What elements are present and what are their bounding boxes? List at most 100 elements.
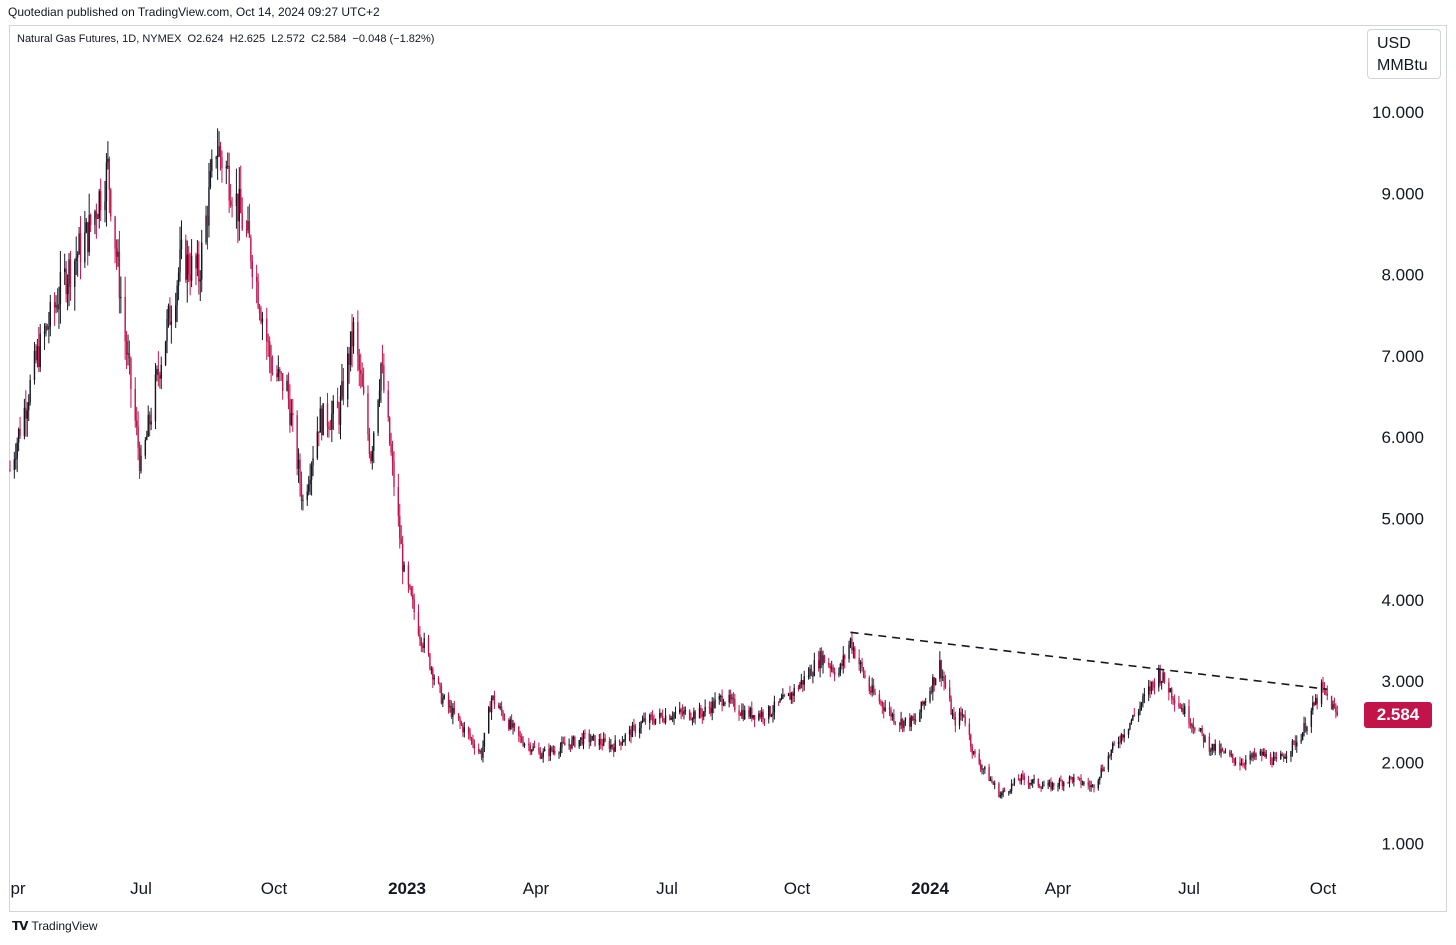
candle-body (1320, 682, 1323, 705)
candle-body (328, 426, 330, 430)
candle-body (88, 214, 90, 253)
candle-body (568, 744, 570, 746)
candle-body (97, 217, 99, 219)
candle-body (1271, 762, 1273, 765)
unit-measure: MMBtu (1377, 57, 1428, 74)
candle-body (664, 715, 667, 723)
candle-body (251, 261, 254, 277)
candle-body (156, 368, 158, 375)
candle-body (539, 750, 542, 759)
legend-high: H2.625 (229, 33, 266, 45)
candle-body (130, 358, 132, 389)
x-tick-label: 2023 (388, 879, 426, 898)
candle-body (79, 233, 82, 263)
candle-body (934, 678, 937, 686)
candle-body (235, 193, 238, 206)
tradingview-logo[interactable]: 𝗧𝗩 TradingView (12, 919, 98, 933)
candle-body (342, 380, 345, 400)
candle-body (893, 713, 895, 723)
candle-body (215, 157, 217, 159)
candle-body (944, 681, 947, 688)
candle-body (1137, 711, 1140, 716)
candle-body (1191, 724, 1193, 726)
candle-body (59, 272, 62, 305)
candle-body (360, 370, 362, 374)
candle-body (1130, 720, 1133, 723)
candle-body (800, 680, 803, 685)
candle-body (410, 587, 412, 596)
candle-body (919, 712, 921, 722)
candle-body (1127, 728, 1130, 735)
candle-body (631, 725, 634, 738)
candle-body (433, 677, 435, 680)
candle-body (870, 691, 872, 693)
candle-body (380, 363, 382, 391)
candle-body (649, 714, 651, 723)
candle-body (714, 699, 716, 708)
candle-body (228, 165, 230, 201)
legend-symbol: Natural Gas Futures, 1D, NYMEX (17, 33, 182, 45)
candle-body (911, 716, 914, 720)
candle-body (590, 740, 592, 743)
candle-body (924, 701, 927, 703)
candle-body (1245, 759, 1247, 765)
candle-body (823, 655, 826, 663)
candle-body (1087, 782, 1089, 786)
candle-body (237, 193, 239, 222)
candle-body (169, 305, 171, 325)
candle-body (914, 719, 917, 722)
candle-body (196, 254, 199, 269)
candle-body (654, 718, 657, 724)
candle-body (1218, 743, 1221, 754)
candle-body (1281, 753, 1283, 757)
candle-body (154, 374, 157, 422)
candle-body (650, 714, 652, 717)
candle-body (904, 717, 907, 721)
candle-body (110, 189, 112, 217)
candle-body (532, 746, 534, 750)
candle-body (1304, 723, 1307, 732)
candle-body (552, 750, 554, 752)
candle-body (569, 744, 572, 749)
candle-body (78, 233, 80, 255)
candle-body (326, 403, 329, 427)
candle-body (1290, 750, 1292, 757)
candle-body (1178, 703, 1180, 707)
candle-body (844, 655, 846, 659)
candle-body (1117, 742, 1120, 744)
candle-body (299, 459, 301, 484)
candle-body (782, 695, 784, 700)
candle-body (852, 647, 855, 651)
y-tick-label: 4.000 (1381, 591, 1424, 610)
candle-body (680, 709, 682, 712)
x-tick-label: Oct (261, 879, 288, 898)
candle-body (185, 239, 187, 280)
candle-body (403, 564, 405, 572)
candle-body (972, 751, 975, 754)
candle-body (1070, 776, 1072, 778)
currency-unit-button[interactable]: USD MMBtu (1367, 29, 1441, 79)
candle-body (832, 667, 834, 673)
candle-body (604, 738, 606, 741)
candle-body (762, 711, 764, 719)
legend-change: −0.048 (−1.82%) (352, 33, 435, 45)
candle-body (981, 768, 983, 770)
candle-body (909, 717, 911, 727)
candle-body (13, 459, 16, 470)
candle-body (979, 763, 982, 769)
candle-body (1192, 724, 1195, 729)
candle-body (127, 353, 129, 355)
candle-body (248, 221, 251, 238)
candle-body (1113, 743, 1115, 745)
candle-body (679, 709, 681, 713)
candle-body (1068, 776, 1071, 783)
candle-body (822, 655, 824, 666)
candle-body (1023, 776, 1025, 781)
candle-body (1100, 768, 1102, 777)
candle-body (69, 259, 72, 287)
candle-body (509, 719, 511, 730)
candle-body (1022, 774, 1024, 777)
candle-body (1107, 755, 1110, 770)
candle-body (84, 232, 86, 263)
